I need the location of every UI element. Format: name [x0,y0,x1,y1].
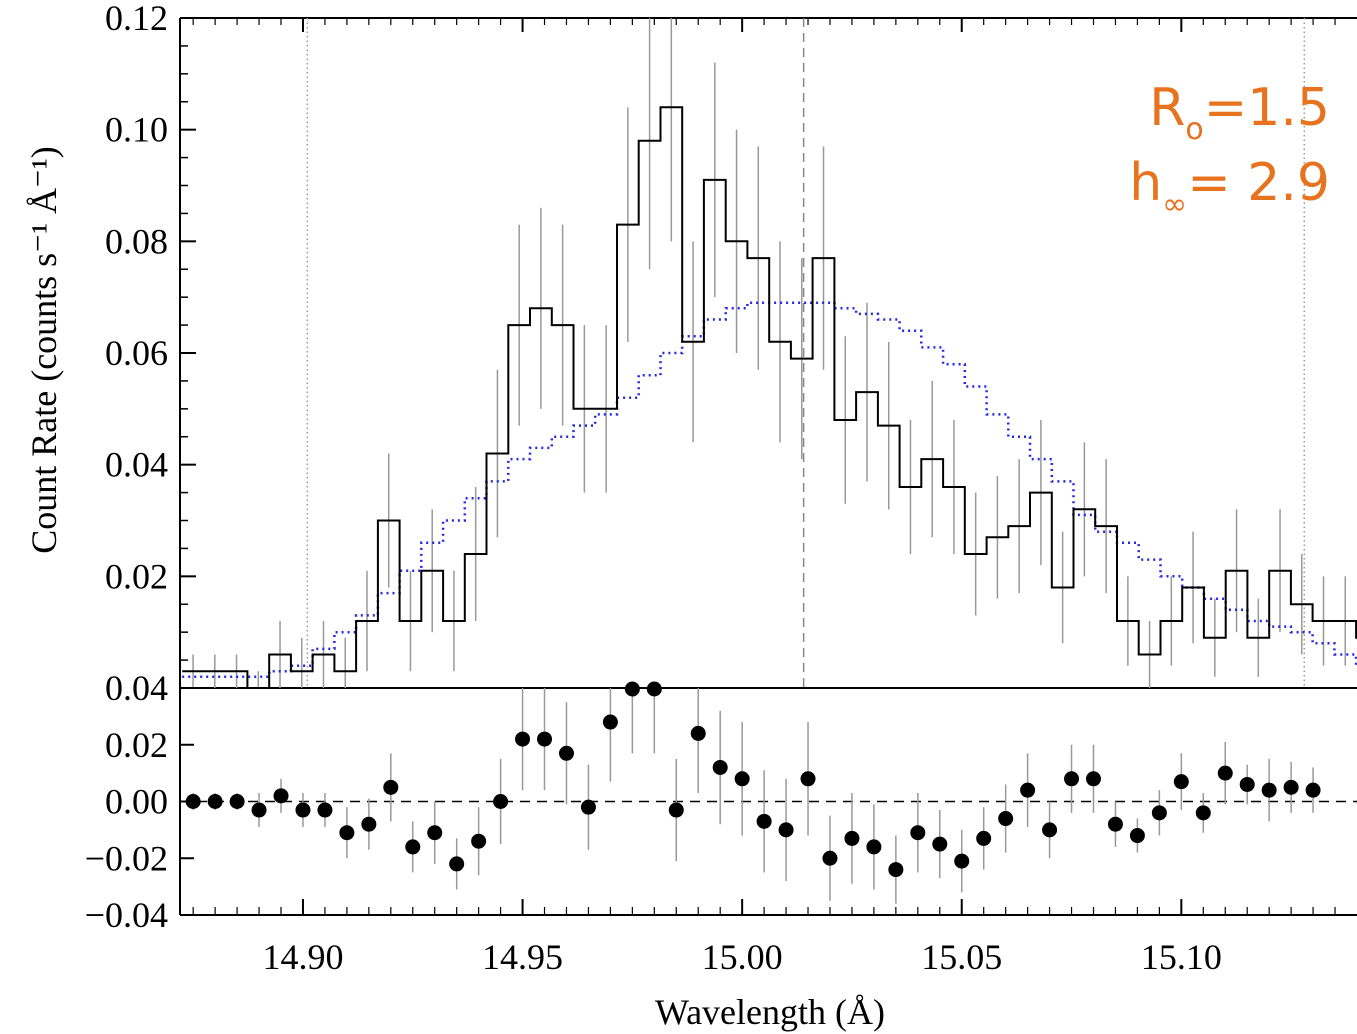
residual-point [471,833,487,849]
residual-point [778,822,794,838]
residual-point [229,794,245,809]
residual-point [1064,771,1080,787]
x-tick-label: 14.95 [482,937,563,977]
residual-point [932,836,948,852]
residual-point [866,839,882,855]
residual-point [668,802,684,818]
x-tick-label: 15.05 [921,937,1002,977]
residual-point [822,850,838,866]
residual-point [580,799,596,815]
y-tick-label: 0.10 [105,110,168,150]
residual-point [251,802,267,818]
residual-point [427,825,443,841]
y-tick-label: 0.02 [105,556,168,596]
residual-point [910,825,926,841]
residual-point [1261,782,1277,798]
annotation-r0-symbol: R [1149,78,1185,138]
residual-point [1107,816,1123,832]
residual-point [646,681,662,697]
annotation-r0-value: =1.5 [1204,78,1330,138]
residual-point [1020,782,1036,798]
residual-point [361,816,377,832]
residual-point [1085,771,1101,787]
x-tick-label: 14.90 [262,937,343,977]
residual-point [800,771,816,787]
residual-y-tick-label: 0.04 [105,668,168,708]
residual-point [558,745,574,761]
y-tick-label: 0.08 [105,221,168,261]
residual-point [295,802,311,818]
residual-y-tick-label: 0.00 [105,782,168,822]
annotation-h-inf: h∞= 2.9 [1129,153,1330,222]
annotation-h-inf-symbol: h [1129,153,1162,213]
residual-point [1173,774,1189,790]
y-axis-title: Count Rate (counts s⁻¹ Å⁻¹) [24,146,64,554]
annotation-h-inf-subscript: ∞ [1162,187,1187,222]
residual-point [954,853,970,869]
residual-point [383,779,399,795]
residual-point [207,794,223,809]
residual-point [756,813,772,829]
x-tick-label: 15.10 [1141,937,1222,977]
residual-point [998,811,1014,827]
residual-point [844,830,860,846]
residual-y-tick-label: 0.02 [105,725,168,765]
y-tick-label: 0.04 [105,445,168,485]
residual-point [537,731,553,747]
residual-point [1151,805,1167,821]
residual-y-tick-label: −0.04 [85,895,168,935]
residual-point [1283,779,1299,795]
annotation-h-inf-value: = 2.9 [1187,153,1330,213]
residual-point [493,794,509,809]
x-tick-label: 15.00 [702,937,783,977]
residual-point [602,714,618,730]
residual-point [185,794,201,809]
residual-point [273,788,289,804]
parameter-annotation: Ro=1.5h∞= 2.9 [1129,78,1330,222]
residual-point [339,825,355,841]
residual-point [888,862,904,878]
residual-point [449,856,465,872]
residual-point [1129,828,1145,844]
residual-point [1195,805,1211,821]
annotation-r0-subscript: o [1185,112,1203,147]
residual-point [690,725,706,741]
residual-point [734,771,750,787]
y-tick-label: 0.12 [105,0,168,38]
residual-point [405,839,421,855]
residual-point [515,731,531,747]
top-panel: 0.02 0.04 0.06 0.08 0.10 0.12 [105,0,1357,689]
residual-point [624,681,640,697]
residual-point [976,830,992,846]
residual-point [712,759,728,775]
x-axis-title: Wavelength (Å) [655,992,885,1032]
y-tick-label: 0.06 [105,333,168,373]
residual-y-tick-label: −0.02 [85,838,168,878]
annotation-r0: Ro=1.5 [1149,78,1330,147]
residual-panel: 0.04 0.02 0.00 −0.02 −0.04 14.90 14.95 15.00 15.… [85,668,1357,977]
residual-point [1305,782,1321,798]
residual-point [317,802,333,818]
residual-point [1217,765,1233,781]
residual-point [1239,776,1255,792]
residual-point [1042,822,1058,838]
observed-histogram [182,106,1357,689]
model-histogram [182,301,1357,679]
